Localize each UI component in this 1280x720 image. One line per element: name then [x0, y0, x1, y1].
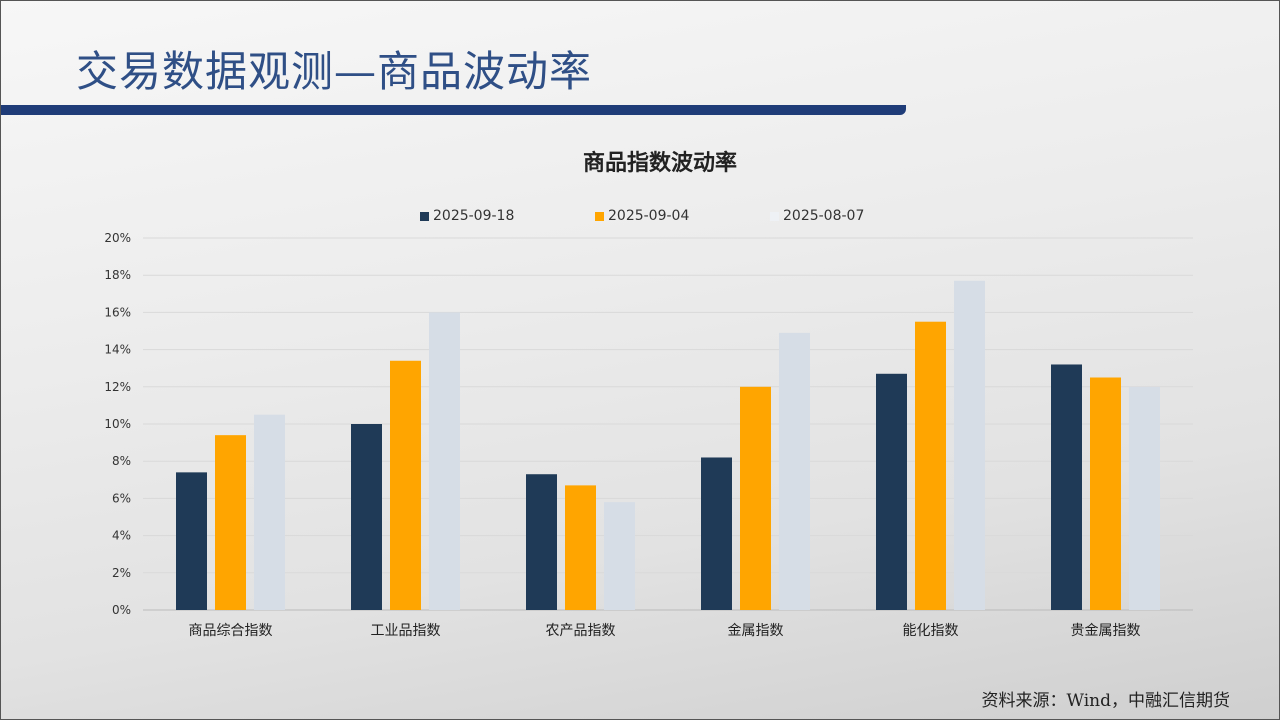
- legend-label: 2025-08-07: [783, 208, 865, 224]
- page-title: 交易数据观测—商品波动率: [76, 47, 593, 96]
- bar-3: [429, 312, 460, 610]
- legend-swatch: [770, 211, 779, 221]
- bar-1: [876, 373, 907, 610]
- bar-2: [740, 386, 771, 610]
- legend-item-3: 2025-08-07: [770, 208, 864, 224]
- bar-1: [701, 457, 732, 610]
- legend-swatch: [420, 211, 429, 221]
- bar-1: [1051, 364, 1082, 610]
- y-tick-label: 14%: [104, 343, 131, 357]
- legend-swatch: [595, 211, 604, 221]
- bar-1: [176, 472, 207, 610]
- bar-2: [565, 485, 596, 610]
- y-tick-label: 16%: [104, 305, 131, 319]
- y-tick-label: 8%: [112, 454, 131, 468]
- x-tick-label: 贵金属指数: [1071, 623, 1141, 639]
- y-tick-label: 2%: [112, 566, 131, 580]
- bar-3: [604, 502, 635, 610]
- bar-2: [215, 435, 246, 610]
- x-tick-label: 能化指数: [903, 623, 959, 639]
- legend-item-1: 2025-09-18: [420, 208, 514, 224]
- y-tick-label: 20%: [104, 231, 131, 245]
- y-tick-label: 12%: [104, 380, 131, 394]
- y-tick-label: 0%: [112, 603, 131, 617]
- x-tick-label: 农产品指数: [546, 623, 616, 639]
- bar-3: [954, 280, 985, 610]
- bar-2: [1090, 377, 1121, 610]
- legend-label: 2025-09-18: [433, 208, 515, 224]
- y-tick-label: 10%: [104, 417, 131, 431]
- y-tick-label: 4%: [112, 529, 131, 543]
- x-tick-label: 金属指数: [728, 623, 784, 639]
- bar-1: [351, 424, 382, 610]
- y-tick-label: 18%: [104, 268, 131, 282]
- x-tick-label: 工业品指数: [371, 623, 441, 639]
- y-tick-label: 6%: [112, 491, 131, 505]
- bar-2: [390, 360, 421, 610]
- chart-title: 商品指数波动率: [582, 151, 737, 176]
- bar-3: [779, 332, 810, 610]
- legend-item-2: 2025-09-04: [595, 208, 689, 224]
- legend-label: 2025-09-04: [608, 208, 690, 224]
- x-tick-label: 商品综合指数: [189, 623, 273, 639]
- bar-2: [915, 321, 946, 610]
- source-note: 资料来源：Wind，中融汇信期货: [981, 691, 1230, 711]
- bar-3: [254, 414, 285, 610]
- bar-1: [526, 474, 557, 610]
- title-underline: [0, 105, 906, 115]
- bar-3: [1129, 386, 1160, 610]
